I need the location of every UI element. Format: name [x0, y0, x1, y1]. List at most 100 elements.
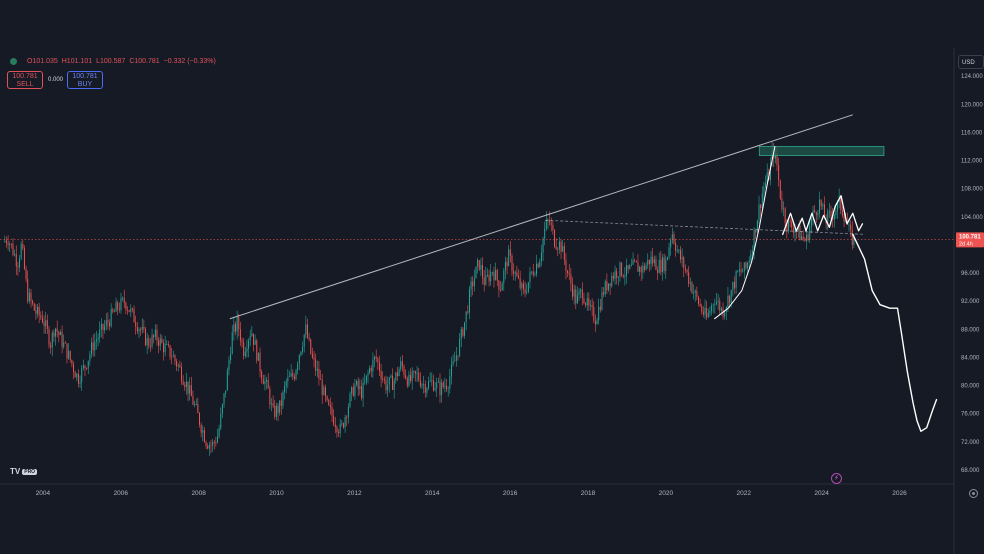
candle-body — [387, 385, 389, 391]
candle-body — [797, 225, 799, 231]
candle-body — [216, 436, 218, 443]
candle-body — [320, 378, 322, 380]
sell-price: 100.781 — [12, 73, 38, 80]
candle-body — [53, 332, 55, 337]
gear-icon[interactable] — [969, 489, 978, 498]
candle-body — [639, 266, 641, 272]
candle-body — [284, 386, 286, 393]
candle-body — [20, 243, 22, 259]
candle-body — [545, 220, 547, 229]
candle-body — [374, 356, 376, 360]
candle-body — [125, 302, 127, 310]
candle-body — [315, 359, 317, 371]
candle-body — [241, 340, 243, 343]
candle-body — [632, 260, 634, 265]
candle-body — [145, 328, 147, 346]
candle-body — [313, 357, 315, 360]
buy-button[interactable]: 100.781 BUY — [67, 71, 103, 89]
candle-body — [516, 272, 518, 277]
candle-body — [436, 382, 438, 389]
candle-body — [14, 253, 16, 255]
candle-body — [441, 382, 443, 396]
candle-body — [292, 373, 294, 377]
candle-body — [187, 381, 189, 394]
buy-price: 100.781 — [72, 73, 98, 80]
candle-body — [594, 320, 596, 325]
candle-body — [581, 289, 583, 299]
candle-body — [118, 309, 120, 311]
candle-body — [822, 204, 824, 207]
sell-button[interactable]: 100.781 SELL — [7, 71, 43, 89]
candle-body — [64, 342, 66, 344]
candle-body — [426, 388, 428, 393]
candle-body — [334, 424, 336, 428]
candle-body — [318, 368, 320, 379]
candle-body — [416, 372, 418, 374]
candle-body — [243, 342, 245, 357]
candle-body — [352, 386, 354, 396]
candle-body — [32, 300, 34, 304]
candle-body — [508, 249, 510, 267]
candle-body — [498, 280, 500, 290]
x-tick-label: 2026 — [892, 490, 907, 497]
candle-body — [290, 373, 292, 377]
candle-body — [362, 383, 364, 399]
y-tick-label: 68.000 — [961, 468, 980, 474]
lightning-icon[interactable]: ⚡ — [831, 473, 842, 484]
candle-body — [675, 243, 677, 251]
candle-body — [778, 164, 780, 180]
y-tick-label: 124.000 — [961, 74, 983, 80]
candle-body — [411, 371, 413, 381]
candle-body — [630, 264, 632, 266]
x-tick-label: 2022 — [737, 490, 752, 497]
candle-body — [437, 381, 439, 383]
candle-body — [267, 379, 269, 389]
currency-selector[interactable]: USD — [958, 55, 984, 69]
x-tick-label: 2012 — [347, 490, 362, 497]
candle-body — [50, 345, 52, 348]
candle-body — [434, 388, 436, 391]
candle-body — [472, 281, 474, 287]
candle-body — [619, 262, 621, 277]
y-tick-label: 72.000 — [961, 440, 980, 446]
dashed-trendline[interactable] — [545, 219, 865, 235]
candle-body — [596, 320, 598, 325]
open-value: O101.035 — [27, 58, 58, 65]
candle-body — [203, 430, 205, 442]
candle-body — [431, 380, 433, 382]
candle-body — [760, 204, 762, 209]
resistance-trendline[interactable] — [229, 114, 853, 320]
candle-body — [737, 271, 739, 273]
candle-body — [344, 417, 346, 428]
candle-body — [238, 317, 240, 330]
drawn-rally-curve[interactable] — [714, 146, 776, 320]
candle-body — [66, 343, 68, 359]
sell-label: SELL — [16, 81, 34, 88]
candle-body — [503, 270, 505, 284]
y-tick-label: 112.000 — [961, 159, 983, 165]
candle-body — [369, 367, 371, 373]
candle-body — [761, 193, 763, 209]
candle-body — [298, 355, 300, 364]
supply-zone-rectangle[interactable] — [758, 146, 885, 156]
candle-body — [666, 257, 668, 261]
candle-body — [208, 444, 210, 449]
candle-body — [234, 324, 236, 332]
candle-body — [745, 262, 747, 269]
candle-body — [123, 297, 125, 303]
y-tick-label: 92.000 — [961, 299, 980, 305]
candle-body — [539, 261, 541, 268]
drawn-range-squiggle[interactable] — [782, 195, 864, 236]
candle-body — [372, 359, 374, 372]
candle-body — [715, 301, 717, 305]
candle-body — [192, 396, 194, 405]
candle-body — [712, 304, 714, 306]
candle-body — [254, 340, 256, 345]
x-tick-label: 2018 — [581, 490, 596, 497]
candle-body — [164, 344, 166, 353]
drawn-projection-path[interactable] — [852, 233, 938, 432]
candle-body — [341, 423, 343, 425]
candle-body — [786, 223, 788, 231]
candle-body — [763, 187, 765, 194]
